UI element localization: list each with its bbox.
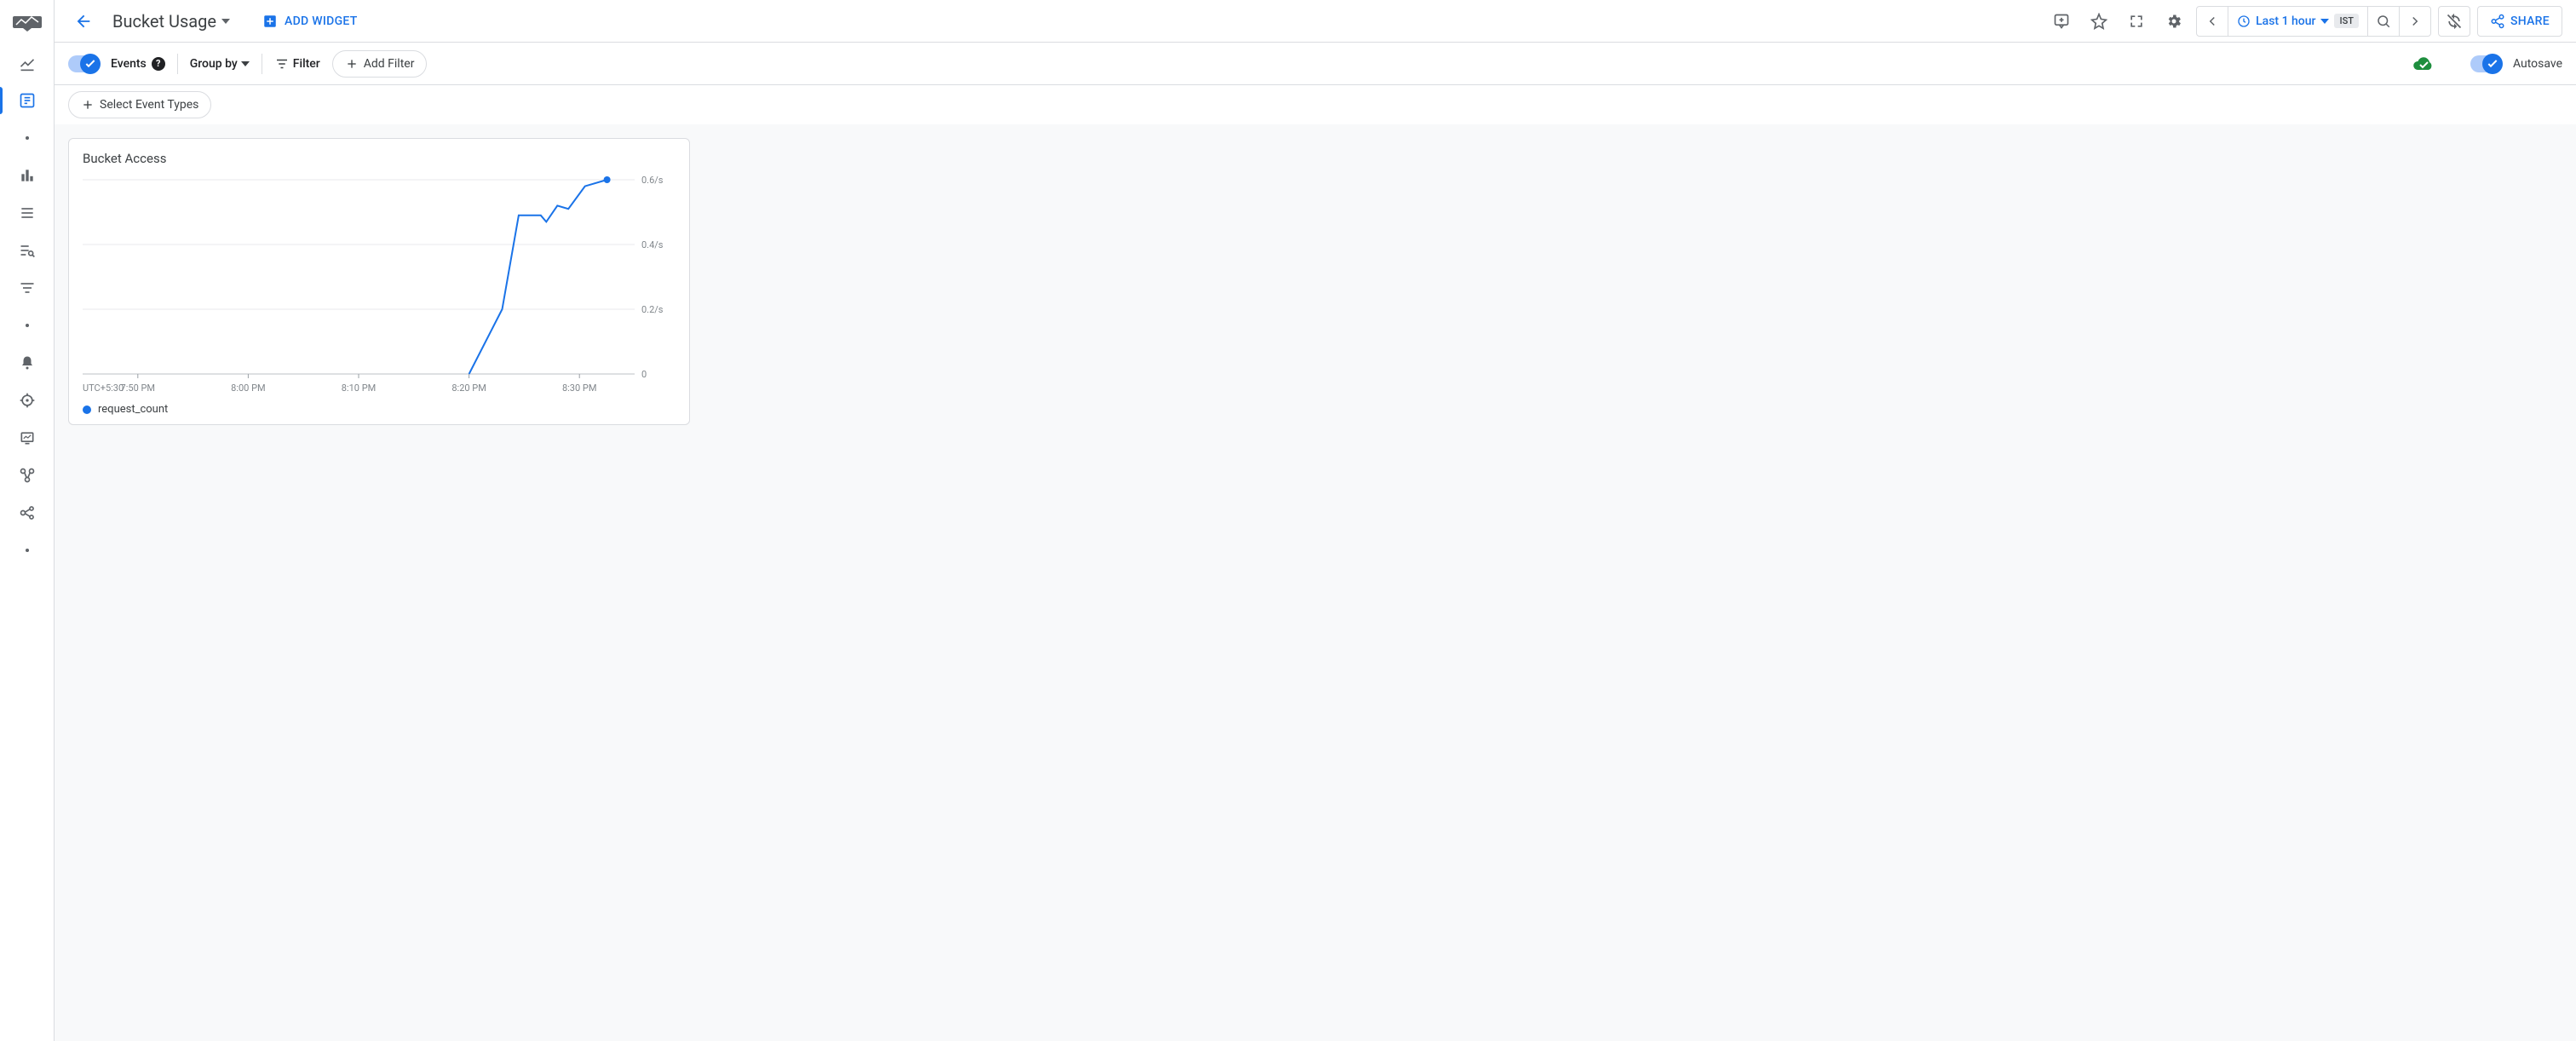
- chart-legend: request_count: [83, 403, 676, 416]
- nav-topology-icon[interactable]: [10, 496, 44, 530]
- add-widget-label: ADD WIDGET: [285, 14, 358, 28]
- svg-text:UTC+5:30: UTC+5:30: [83, 382, 124, 394]
- select-event-types-label: Select Event Types: [100, 98, 198, 112]
- nav-error-reporting-icon[interactable]: [10, 383, 44, 417]
- group-by-dropdown[interactable]: Group by: [190, 57, 250, 71]
- title-dropdown-icon: [221, 17, 230, 26]
- nav-more-dot-1[interactable]: [10, 121, 44, 155]
- add-filter-button[interactable]: Add Filter: [332, 50, 428, 78]
- time-range-label: Last 1 hour: [2256, 14, 2315, 28]
- back-button[interactable]: [68, 6, 99, 37]
- settings-button[interactable]: [2159, 6, 2189, 37]
- autosave-label: Autosave: [2513, 57, 2562, 71]
- legend-marker: [83, 405, 91, 414]
- select-event-types-button[interactable]: Select Event Types: [68, 91, 211, 118]
- nav-logs-icon[interactable]: [10, 196, 44, 230]
- dropdown-icon: [2320, 17, 2329, 26]
- favorite-button[interactable]: [2084, 6, 2114, 37]
- add-widget-button[interactable]: ADD WIDGET: [254, 9, 366, 34]
- filter-icon: [274, 56, 290, 72]
- nav-metrics-icon[interactable]: [10, 46, 44, 80]
- time-prev-button[interactable]: [2197, 7, 2228, 36]
- check-icon: [2486, 57, 2499, 71]
- product-logo: [12, 12, 43, 32]
- nav-alerting-icon[interactable]: [10, 346, 44, 380]
- share-button[interactable]: SHARE: [2477, 6, 2562, 37]
- time-next-button[interactable]: [2400, 7, 2430, 36]
- legend-series-name: request_count: [98, 403, 168, 416]
- time-zoom-button[interactable]: [2368, 7, 2399, 36]
- dropdown-icon: [241, 60, 250, 68]
- nav-groups-icon[interactable]: [10, 458, 44, 492]
- event-types-bar: Select Event Types: [55, 85, 2576, 124]
- events-help-icon[interactable]: ?: [152, 57, 165, 71]
- filter-menu[interactable]: Filter: [274, 56, 320, 72]
- svg-text:8:10 PM: 8:10 PM: [342, 382, 376, 394]
- plus-icon: [345, 57, 359, 71]
- filter-bar: Events ? Group by Filter Add Filter: [55, 43, 2576, 85]
- svg-text:8:30 PM: 8:30 PM: [562, 382, 596, 394]
- nav-more-dot-3[interactable]: [10, 533, 44, 567]
- dashboard-title[interactable]: Bucket Usage: [106, 11, 237, 32]
- events-label-text: Events: [111, 57, 147, 71]
- share-icon: [2490, 14, 2505, 29]
- widget-title: Bucket Access: [83, 151, 676, 166]
- group-by-label: Group by: [190, 57, 238, 71]
- chart-area[interactable]: 0 0.2/s 0.4/s 0.6/s 7:50 PM 8:00 PM 8:10 PM 8:2…: [83, 175, 676, 396]
- add-box-icon: [262, 14, 278, 29]
- svg-text:0.4/s: 0.4/s: [641, 239, 664, 250]
- svg-text:0: 0: [641, 369, 647, 380]
- clock-icon: [2237, 14, 2251, 28]
- nav-uptime-icon[interactable]: [10, 421, 44, 455]
- events-label: Events ?: [111, 57, 165, 71]
- plus-icon: [81, 98, 95, 112]
- nav-log-search-icon[interactable]: [10, 233, 44, 267]
- time-range-button[interactable]: Last 1 hour IST: [2228, 7, 2367, 36]
- save-status-icon: [2412, 56, 2435, 72]
- nav-dashboards-icon[interactable]: [10, 83, 44, 118]
- autosave-toggle[interactable]: [2470, 55, 2501, 72]
- svg-text:7:50 PM: 7:50 PM: [121, 382, 155, 394]
- dashboard-canvas: Bucket Access 0 0.2/s 0.4/s 0.6/s 7:50 PM 8:0…: [55, 124, 2576, 1041]
- svg-text:0.2/s: 0.2/s: [641, 304, 664, 315]
- dashboard-title-text: Bucket Usage: [112, 11, 216, 32]
- chart-widget: Bucket Access 0 0.2/s 0.4/s 0.6/s 7:50 PM 8:0…: [68, 138, 690, 425]
- svg-text:8:00 PM: 8:00 PM: [231, 382, 265, 394]
- timezone-badge: IST: [2334, 14, 2358, 28]
- share-label: SHARE: [2510, 14, 2550, 28]
- nav-more-dot-2[interactable]: [10, 308, 44, 342]
- add-filter-label: Add Filter: [364, 57, 415, 71]
- top-bar: Bucket Usage ADD WIDGET: [55, 0, 2576, 43]
- left-nav-rail: [0, 0, 55, 1041]
- sync-off-icon: [2446, 13, 2463, 30]
- nav-filter-list-icon[interactable]: [10, 271, 44, 305]
- events-toggle[interactable]: [68, 55, 99, 72]
- svg-text:8:20 PM: 8:20 PM: [451, 382, 486, 394]
- auto-refresh-off-button[interactable]: [2438, 6, 2470, 37]
- annotations-button[interactable]: [2046, 6, 2077, 37]
- nav-bar-chart-icon[interactable]: [10, 158, 44, 193]
- time-range-picker: Last 1 hour IST: [2196, 6, 2431, 37]
- filter-label: Filter: [293, 57, 320, 71]
- fullscreen-button[interactable]: [2121, 6, 2152, 37]
- check-icon: [83, 57, 97, 71]
- svg-text:0.6/s: 0.6/s: [641, 175, 664, 186]
